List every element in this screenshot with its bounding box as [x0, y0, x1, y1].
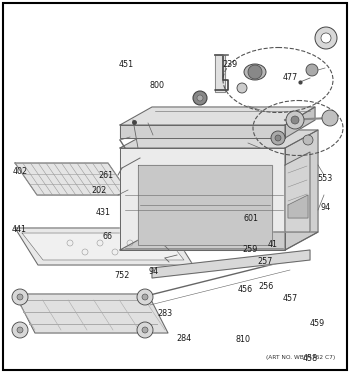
Polygon shape — [285, 152, 310, 232]
Circle shape — [306, 64, 318, 76]
Circle shape — [237, 83, 247, 93]
Circle shape — [17, 294, 23, 300]
Text: 402: 402 — [13, 167, 28, 176]
Polygon shape — [120, 130, 318, 148]
Text: 441: 441 — [12, 225, 27, 234]
Circle shape — [291, 116, 299, 124]
Polygon shape — [120, 125, 285, 138]
Circle shape — [142, 294, 148, 300]
Text: 257: 257 — [258, 257, 273, 266]
Polygon shape — [285, 130, 318, 250]
Circle shape — [322, 110, 338, 126]
Text: 477: 477 — [282, 73, 298, 82]
Circle shape — [193, 91, 207, 105]
Text: 94: 94 — [149, 267, 159, 276]
Circle shape — [248, 65, 262, 79]
Polygon shape — [120, 107, 315, 125]
Polygon shape — [120, 232, 318, 250]
Circle shape — [17, 327, 23, 333]
Text: 457: 457 — [283, 294, 298, 303]
Polygon shape — [15, 163, 130, 195]
Polygon shape — [152, 250, 310, 278]
Polygon shape — [15, 228, 193, 265]
Text: 284: 284 — [176, 334, 191, 343]
Text: 41: 41 — [267, 240, 277, 249]
Circle shape — [12, 322, 28, 338]
Text: 261: 261 — [98, 171, 113, 180]
Circle shape — [321, 33, 331, 43]
Text: 239: 239 — [223, 60, 238, 69]
Circle shape — [197, 95, 203, 101]
Text: 601: 601 — [244, 214, 259, 223]
Text: 752: 752 — [115, 271, 130, 280]
Text: 94: 94 — [321, 203, 330, 211]
Polygon shape — [120, 148, 285, 250]
Circle shape — [137, 289, 153, 305]
Text: 283: 283 — [157, 309, 172, 318]
Text: 459: 459 — [309, 319, 324, 328]
Text: 256: 256 — [258, 282, 274, 291]
Polygon shape — [22, 233, 184, 260]
Text: 259: 259 — [243, 245, 258, 254]
Circle shape — [142, 327, 148, 333]
Text: 202: 202 — [91, 186, 107, 195]
Circle shape — [12, 289, 28, 305]
Circle shape — [137, 322, 153, 338]
Text: 800: 800 — [149, 81, 164, 90]
Text: 553: 553 — [317, 174, 332, 183]
Polygon shape — [138, 165, 272, 245]
Text: 66: 66 — [103, 232, 113, 241]
Circle shape — [275, 135, 281, 141]
Circle shape — [286, 111, 304, 129]
Polygon shape — [288, 195, 308, 218]
Polygon shape — [285, 107, 315, 138]
Text: 451: 451 — [118, 60, 134, 69]
Text: 456: 456 — [237, 285, 253, 294]
Text: 810: 810 — [236, 335, 251, 344]
Ellipse shape — [244, 64, 266, 80]
Text: 458: 458 — [302, 354, 317, 363]
Circle shape — [271, 131, 285, 145]
Polygon shape — [15, 294, 168, 333]
Text: (ART NO. WBH4762 C7): (ART NO. WBH4762 C7) — [266, 355, 335, 360]
Polygon shape — [215, 55, 225, 92]
Text: 431: 431 — [96, 208, 111, 217]
Circle shape — [315, 27, 337, 49]
Circle shape — [303, 135, 313, 145]
